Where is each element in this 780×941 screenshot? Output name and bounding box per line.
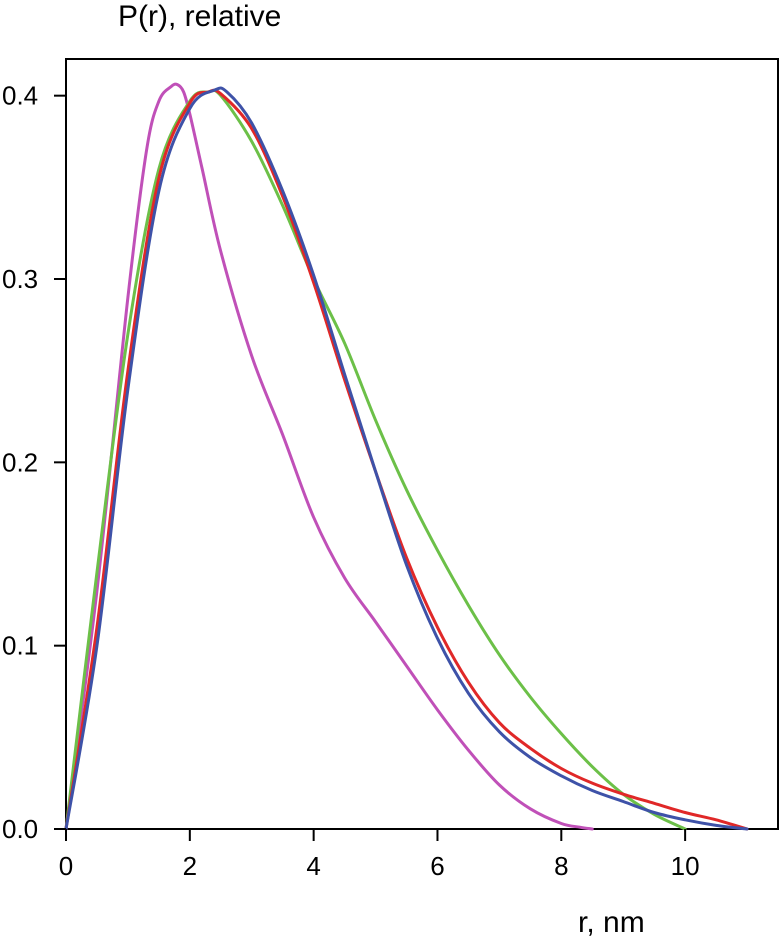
series-line-1 [64, 82, 594, 831]
x-tick-label: 6 [430, 851, 444, 881]
series-line-3 [64, 88, 749, 831]
y-tick-label: 0.3 [2, 264, 38, 294]
x-tick-label: 8 [554, 851, 568, 881]
plot-frame [65, 58, 779, 830]
y-tick-label: 0.2 [2, 447, 38, 477]
series-line-2 [64, 88, 687, 831]
x-axis-title: r, nm [578, 906, 645, 939]
y-tick-label: 0.0 [2, 814, 38, 844]
x-tick-label: 0 [59, 851, 73, 881]
y-axis-title: P(r), relative [118, 0, 281, 33]
y-tick-label: 0.4 [2, 81, 38, 111]
x-tick-label: 2 [183, 851, 197, 881]
x-tick-label: 4 [306, 851, 320, 881]
series-line-4 [64, 86, 749, 831]
x-tick-label: 10 [671, 851, 700, 881]
y-tick-label: 0.1 [2, 631, 38, 661]
y-axis: 0.0 0.1 0.2 0.3 0.4 [2, 81, 66, 844]
series-layer [64, 82, 749, 831]
x-axis: 0 2 4 6 8 10 [59, 829, 700, 881]
